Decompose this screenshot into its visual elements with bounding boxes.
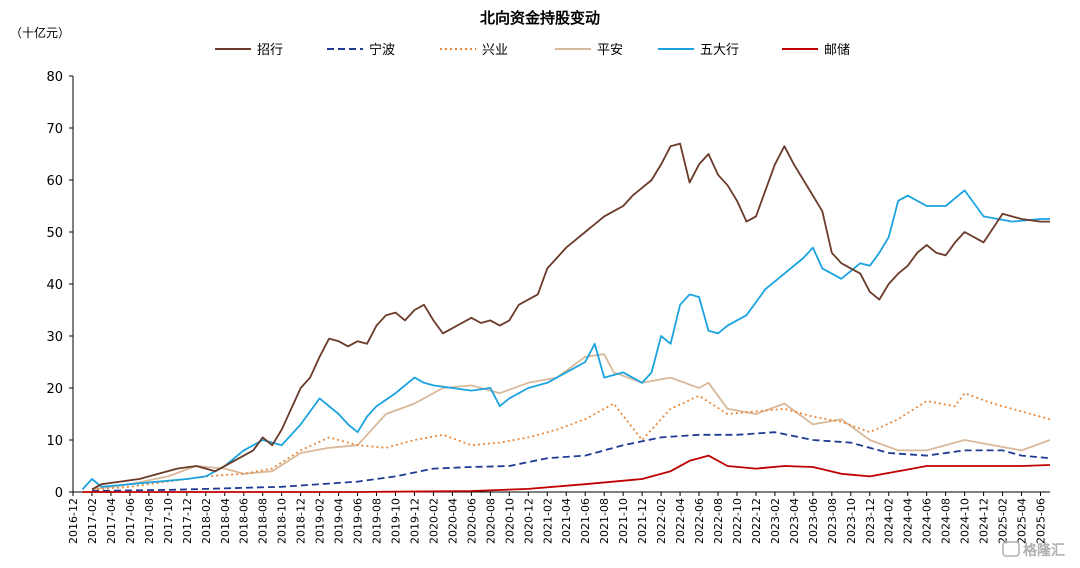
x-tick-label: 2024-10: [959, 498, 972, 544]
y-tick-label: 30: [46, 330, 63, 345]
x-tick-label: 2021-02: [541, 498, 554, 544]
x-tick-label: 2024-08: [940, 498, 953, 544]
x-tick-label: 2018-10: [276, 498, 289, 544]
x-tick-label: 2017-08: [143, 498, 156, 544]
chart-title: 北向资金持股变动: [480, 9, 600, 27]
x-tick-label: 2019-02: [314, 498, 327, 544]
y-tick-label: 60: [46, 174, 63, 189]
legend-label-4: 五大行: [700, 43, 739, 58]
x-tick-label: 2022-10: [731, 498, 744, 544]
x-tick-label: 2024-12: [978, 498, 991, 544]
x-tick-label: 2022-08: [712, 498, 725, 544]
x-tick-label: 2022-06: [693, 498, 706, 544]
series-line-5: [82, 454, 1051, 493]
y-axis: 0 10 20 30 40 50 60 70 80: [46, 70, 74, 501]
x-tick-label: 2016-12: [67, 498, 80, 544]
y-tick-label: 80: [46, 70, 63, 85]
series-layer: [81, 142, 1051, 493]
y-tick-label: 70: [46, 122, 63, 137]
x-tick-label: 2017-06: [124, 498, 137, 544]
x-tick-label: 2021-04: [560, 498, 573, 544]
y-unit-label: （十亿元）: [10, 25, 70, 40]
y-tick-label: 20: [46, 382, 63, 397]
x-tick-label: 2019-06: [352, 498, 365, 544]
series-line-0: [91, 142, 1050, 491]
x-tick-label: 2019-04: [333, 498, 346, 544]
y-tick-label: 50: [46, 226, 63, 241]
x-tick-label: 2025-04: [1016, 498, 1029, 544]
x-tick-label: 2019-10: [390, 498, 403, 544]
legend-label-2: 兴业: [482, 43, 508, 58]
series-line-3: [91, 353, 1051, 491]
y-tick-label: 10: [46, 434, 63, 449]
x-tick-label: 2018-06: [238, 498, 251, 544]
x-tick-label: 2017-10: [162, 498, 175, 544]
x-tick-label: 2017-02: [86, 498, 99, 544]
x-axis: 2016-12 2017-02 2017-04 2017-06 2017-08 2017-…: [67, 491, 1050, 544]
series-line-4: [81, 189, 1050, 491]
x-tick-label: 2024-06: [921, 498, 934, 544]
x-tick-label: 2024-04: [902, 498, 915, 544]
x-tick-label: 2022-04: [674, 498, 687, 544]
x-tick-label: 2021-06: [579, 498, 592, 544]
x-tick-label: 2017-12: [181, 498, 194, 544]
x-tick-label: 2021-08: [598, 498, 611, 544]
x-tick-label: 2021-12: [636, 498, 649, 544]
legend-label-1: 宁波: [369, 42, 395, 58]
x-tick-label: 2020-04: [446, 498, 459, 544]
x-tick-label: 2020-08: [484, 498, 497, 544]
x-tick-label: 2019-12: [408, 498, 421, 544]
x-tick-label: 2020-10: [503, 498, 516, 544]
legend-label-3: 平安: [597, 43, 623, 58]
x-tick-label: 2023-08: [826, 498, 839, 544]
x-tick-label: 2025-02: [997, 498, 1010, 544]
x-tick-label: 2017-04: [105, 498, 118, 544]
x-tick-label: 2023-10: [845, 498, 858, 544]
x-tick-label: 2018-02: [200, 498, 213, 544]
legend-label-0: 招行: [257, 43, 283, 58]
x-tick-label: 2020-06: [465, 498, 478, 544]
x-tick-label: 2023-12: [864, 498, 877, 544]
x-tick-label: 2020-02: [427, 498, 440, 544]
x-tick-label: 2022-02: [655, 498, 668, 544]
watermark: 格隆汇: [1002, 541, 1065, 559]
legend-label-5: 邮储: [824, 43, 850, 58]
x-tick-label: 2018-12: [295, 498, 308, 544]
x-tick-label: 2020-12: [522, 498, 535, 544]
x-tick-label: 2023-06: [807, 498, 820, 544]
series-line-1: [91, 431, 1051, 492]
series-line-2: [91, 392, 1051, 491]
x-tick-label: 2018-04: [219, 498, 232, 544]
x-tick-label: 2021-10: [617, 498, 630, 544]
watermark-logo-icon: [1002, 541, 1020, 557]
x-tick-label: 2018-08: [257, 498, 270, 544]
y-tick-label: 0: [55, 486, 63, 501]
watermark-text: 格隆汇: [1023, 542, 1065, 559]
x-tick-label: 2023-02: [769, 498, 782, 544]
x-tick-label: 2022-12: [750, 498, 763, 544]
x-tick-label: 2019-08: [371, 498, 384, 544]
x-tick-label: 2025-06: [1035, 498, 1048, 544]
x-tick-label: 2023-04: [788, 498, 801, 544]
legend: 招行 宁波 兴业 平安 五大行 邮储: [215, 42, 850, 58]
x-tick-label: 2024-02: [883, 498, 896, 544]
y-tick-label: 40: [46, 278, 63, 293]
